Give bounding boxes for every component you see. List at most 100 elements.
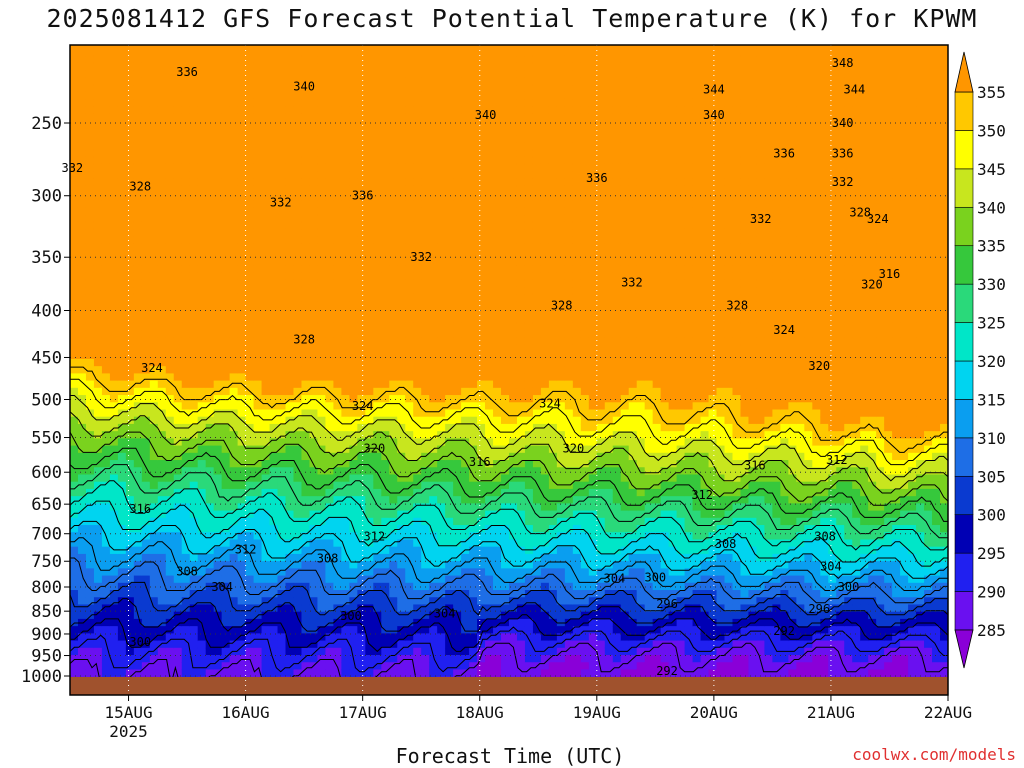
field-cell	[149, 171, 159, 180]
field-cell	[237, 48, 247, 57]
field-cell	[70, 640, 79, 649]
field-cell	[165, 257, 175, 266]
field-cell	[269, 431, 279, 439]
field-cell	[405, 358, 414, 367]
field-cell	[333, 539, 342, 548]
field-cell	[405, 34, 414, 42]
field-cell	[181, 185, 191, 194]
field-cell	[70, 192, 79, 201]
field-cell	[213, 236, 223, 245]
field-cell	[357, 438, 366, 447]
field-cell	[365, 380, 374, 389]
field-cell	[165, 214, 175, 223]
field-cell	[365, 373, 374, 382]
field-cell	[173, 214, 183, 223]
field-cell	[293, 611, 303, 620]
field-cell	[269, 380, 279, 389]
field-cell	[301, 402, 311, 411]
field-cell	[437, 286, 446, 295]
field-cell	[70, 373, 79, 382]
field-cell	[445, 452, 454, 461]
field-cell	[309, 55, 319, 64]
field-cell	[293, 510, 303, 519]
field-cell	[149, 214, 159, 223]
field-cell	[181, 142, 191, 151]
field-cell	[102, 34, 111, 42]
field-cell	[397, 120, 406, 129]
field-cell	[205, 611, 215, 620]
field-cell	[333, 106, 342, 115]
field-cell	[205, 618, 215, 627]
field-cell	[501, 308, 510, 317]
field-cell	[333, 575, 342, 584]
field-cell	[333, 178, 342, 187]
field-cell	[365, 416, 374, 425]
field-cell	[237, 452, 247, 461]
field-cell	[133, 156, 143, 165]
field-cell	[373, 481, 382, 490]
field-cell	[341, 156, 350, 165]
field-cell	[205, 279, 215, 288]
field-cell	[229, 293, 239, 302]
field-cell	[245, 416, 255, 425]
field-cell	[85, 438, 95, 447]
field-cell	[493, 655, 502, 663]
field-cell	[77, 48, 87, 57]
field-cell	[349, 322, 358, 331]
field-cell	[333, 452, 342, 461]
field-cell	[301, 178, 311, 187]
field-cell	[325, 127, 334, 136]
field-cell	[173, 517, 183, 526]
field-cell	[285, 517, 295, 526]
field-cell	[325, 272, 334, 281]
field-cell	[309, 200, 319, 208]
field-cell	[349, 669, 358, 678]
field-cell	[421, 330, 430, 338]
field-cell	[477, 55, 486, 64]
field-cell	[341, 626, 350, 634]
field-cell	[285, 120, 295, 129]
field-cell	[181, 402, 191, 411]
field-cell	[293, 330, 303, 338]
field-cell	[509, 293, 518, 302]
field-cell	[429, 590, 438, 598]
field-cell	[405, 120, 414, 129]
field-cell	[309, 207, 319, 216]
field-cell	[373, 445, 382, 454]
field-cell	[301, 431, 311, 439]
field-cell	[461, 279, 470, 288]
field-cell	[165, 539, 175, 548]
field-cell	[197, 517, 207, 526]
field-cell	[109, 142, 119, 151]
field-cell	[469, 525, 478, 533]
field-cell	[485, 315, 494, 324]
field-cell	[485, 265, 494, 273]
field-cell	[509, 366, 518, 374]
field-cell	[149, 474, 159, 483]
field-cell	[293, 84, 303, 93]
field-cell	[341, 575, 350, 584]
field-cell	[485, 460, 494, 468]
field-cell	[165, 452, 175, 461]
field-cell	[357, 34, 366, 42]
field-cell	[373, 207, 382, 216]
field-cell	[253, 373, 263, 382]
field-cell	[229, 553, 239, 562]
field-cell	[293, 380, 303, 389]
field-cell	[437, 409, 446, 418]
field-cell	[397, 431, 406, 439]
field-cell	[445, 351, 454, 360]
field-cell	[85, 200, 95, 208]
field-cell	[453, 611, 462, 620]
field-cell	[133, 236, 143, 245]
field-cell	[373, 337, 382, 346]
field-cell	[445, 597, 454, 606]
field-cell	[229, 286, 239, 295]
field-cell	[325, 409, 334, 418]
field-cell	[109, 669, 119, 678]
field-cell	[389, 452, 398, 461]
field-cell	[485, 127, 494, 136]
field-cell	[445, 301, 454, 309]
field-cell	[237, 337, 247, 346]
field-cell	[301, 532, 311, 541]
